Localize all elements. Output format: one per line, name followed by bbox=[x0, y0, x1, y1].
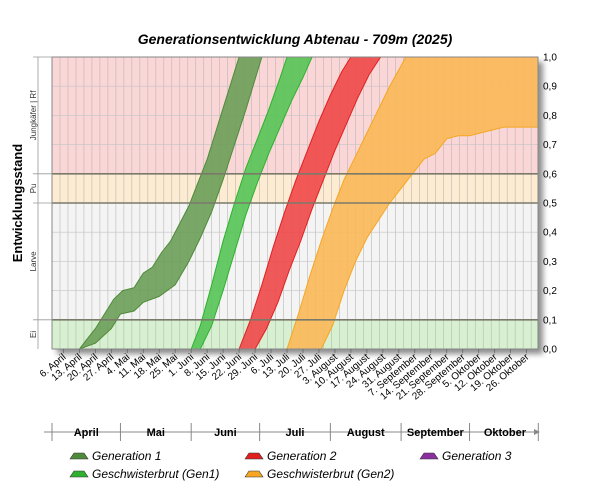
legend-label: Geschwisterbrut (Gen2) bbox=[267, 467, 394, 481]
stage-label: Larve bbox=[29, 251, 38, 272]
legend-label: Generation 1 bbox=[92, 449, 161, 463]
month-axis: April Mai Juni Juli August September Oktober bbox=[44, 423, 540, 441]
stage-boundaries bbox=[52, 173, 538, 321]
month-label: Oktober bbox=[484, 427, 527, 439]
y-tick-label: 0,1 bbox=[543, 315, 557, 326]
stage-labels: Ei Larve Pu Jungkäfer | Rf bbox=[29, 56, 52, 349]
legend-item: Generation 1 bbox=[69, 449, 161, 463]
y-axis-title: Entwicklungsstand bbox=[10, 144, 25, 263]
y-tick-label: 0,7 bbox=[543, 140, 557, 151]
legend-swatch bbox=[69, 452, 89, 460]
series-area-0 bbox=[78, 57, 263, 349]
month-label: August bbox=[347, 427, 385, 439]
y-tick-label: 0,6 bbox=[543, 169, 557, 180]
month-label: Mai bbox=[147, 427, 165, 439]
legend-swatch bbox=[244, 452, 264, 460]
chart-title: Generationsentwicklung Abtenau - 709m (2… bbox=[138, 31, 453, 47]
stage-label: Pu bbox=[29, 184, 38, 194]
y-tick-label: 0,9 bbox=[543, 82, 557, 93]
legend-swatch bbox=[244, 470, 264, 478]
legend-item: Geschwisterbrut (Gen2) bbox=[244, 467, 394, 481]
month-axis-arrow bbox=[534, 429, 540, 435]
month-label: April bbox=[74, 427, 99, 439]
series-area-1 bbox=[190, 57, 313, 349]
legend-label: Generation 3 bbox=[442, 449, 512, 463]
stage-label: Ei bbox=[29, 331, 38, 338]
month-label: Juni bbox=[214, 427, 237, 439]
y-axis-ticks: 0,0 0,1 0,2 0,3 0,4 0,5 0,6 0,7 0,8 0,9 1,0 bbox=[543, 53, 557, 356]
y-tick-label: 1,0 bbox=[543, 53, 557, 64]
y-tick-label: 0,0 bbox=[543, 345, 557, 356]
y-tick-label: 0,5 bbox=[543, 199, 557, 210]
y-tick-label: 0,3 bbox=[543, 257, 557, 268]
y-tick-label: 0,2 bbox=[543, 286, 557, 297]
legend: Generation 1 Generation 2 Generation 3 Gesc… bbox=[69, 449, 512, 481]
legend-swatch bbox=[69, 470, 89, 478]
stage-label: Jungkäfer | Rf bbox=[29, 90, 38, 140]
legend-item: Generation 2 bbox=[244, 449, 337, 463]
month-label: September bbox=[407, 427, 465, 439]
legend-swatch bbox=[419, 452, 439, 460]
legend-item: Generation 3 bbox=[419, 449, 512, 463]
y-tick-label: 0,8 bbox=[543, 111, 557, 122]
legend-item: Geschwisterbrut (Gen1) bbox=[69, 467, 219, 481]
y-tick-label: 0,4 bbox=[543, 228, 557, 239]
legend-label: Generation 2 bbox=[267, 449, 337, 463]
month-label: Juli bbox=[286, 427, 305, 439]
series-area-3 bbox=[286, 57, 538, 349]
legend-label: Geschwisterbrut (Gen1) bbox=[92, 467, 219, 481]
